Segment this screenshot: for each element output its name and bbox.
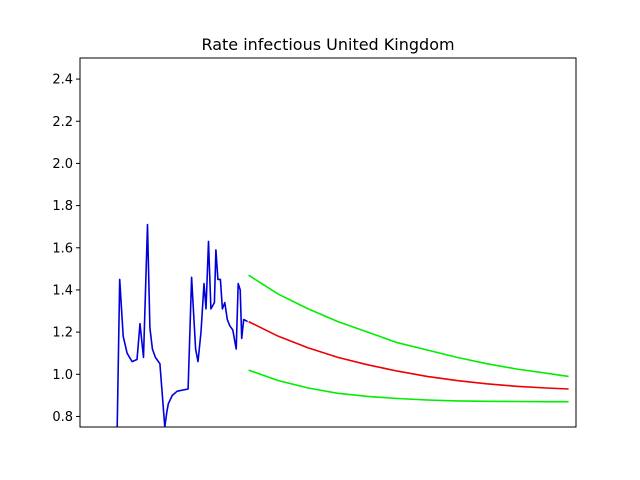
y-tick-label: 0.8: [52, 410, 73, 425]
y-tick-label: 2.4: [52, 73, 73, 88]
series-line-2: [248, 274, 569, 378]
y-tick-label: 1.8: [52, 199, 73, 214]
plot-area: [116, 223, 569, 427]
y-tick-label: 2.2: [52, 115, 73, 130]
y-tick-label: 1.6: [52, 241, 73, 256]
y-tick-label: 2.0: [52, 157, 73, 172]
y-tick-label: 1.2: [52, 326, 73, 341]
chart-title: Rate infectious United Kingdom: [201, 35, 454, 54]
series-line-4: [248, 369, 569, 403]
y-axis: 0.8 1.0 1.2 1.4 1.6 1.8 2.0 2.2 2.4: [52, 73, 80, 425]
plot-frame: [79, 57, 577, 428]
series-line-3: [248, 320, 569, 390]
y-tick-label: 1.4: [52, 283, 73, 298]
y-tick-label: 1.0: [52, 368, 73, 383]
series-line-1: [116, 223, 248, 427]
